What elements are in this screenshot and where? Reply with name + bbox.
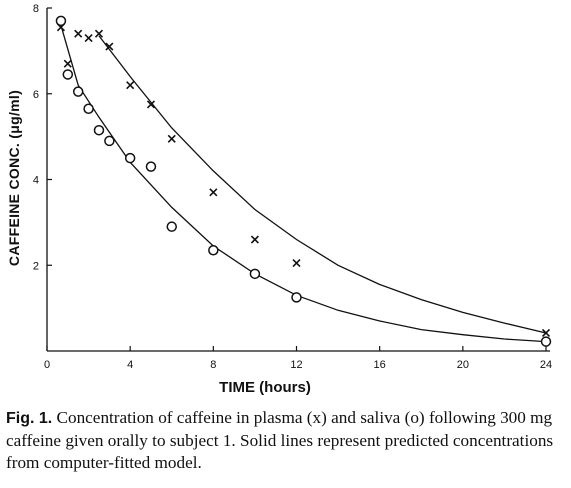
x-tick-label: 24 <box>540 359 552 371</box>
x-tick-label: 12 <box>290 359 302 371</box>
plasma-point <box>541 328 551 338</box>
plasma-point-stroke <box>126 81 135 90</box>
plasma-point <box>167 134 176 143</box>
plasma-point <box>250 235 259 244</box>
saliva-point <box>145 161 157 172</box>
x-axis-label: TIME (hours) <box>219 379 311 396</box>
y-tick-label: 2 <box>33 260 39 272</box>
caption-figure-label: Fig. 1. <box>6 410 53 427</box>
saliva-point <box>540 336 552 347</box>
saliva-point <box>72 86 84 97</box>
saliva-point <box>166 221 177 232</box>
plasma-point <box>94 29 104 38</box>
plasma-point <box>63 59 72 68</box>
fit-line <box>60 25 547 343</box>
plasma-point-stroke <box>167 134 176 143</box>
x-tick-label: 4 <box>127 359 133 371</box>
plasma-point-stroke <box>250 235 259 244</box>
plasma-point <box>74 29 83 38</box>
y-tick-label: 8 <box>33 3 39 15</box>
saliva-point <box>83 103 94 115</box>
fit-lines <box>60 25 547 343</box>
x-tick-label: 20 <box>457 359 469 371</box>
plasma-point <box>84 33 93 43</box>
plasma-point-stroke <box>74 29 83 38</box>
saliva-point <box>62 69 74 80</box>
plasma-point <box>292 259 301 268</box>
plasma-point-stroke <box>541 328 551 338</box>
plasma-point <box>105 42 114 51</box>
plasma-point-stroke <box>292 259 301 268</box>
x-tick-label: 0 <box>44 359 50 371</box>
data-points <box>55 15 552 347</box>
saliva-point <box>208 244 219 256</box>
saliva-point <box>55 15 67 27</box>
x-tick-label: 8 <box>210 359 216 371</box>
saliva-point <box>249 268 261 280</box>
fit-line <box>98 35 547 334</box>
saliva-point <box>104 135 115 147</box>
y-axis-label: CAFFEINE CONC. (μg/ml) <box>6 90 22 266</box>
plasma-point <box>146 100 156 109</box>
x-tick-label: 16 <box>374 359 386 371</box>
caption-text: Concentration of caffeine in plasma (x) … <box>6 408 554 472</box>
saliva-point <box>291 292 302 303</box>
y-tick-label: 4 <box>33 175 39 187</box>
plasma-point-stroke <box>209 188 218 197</box>
plasma-point <box>209 188 218 197</box>
plasma-point <box>126 81 135 90</box>
saliva-point <box>93 124 105 136</box>
plasma-point-stroke <box>84 33 93 43</box>
plasma-point-stroke <box>63 59 72 68</box>
y-tick-label: 6 <box>33 89 39 101</box>
plasma-point-stroke <box>105 42 114 51</box>
plasma-point-stroke <box>94 29 104 38</box>
plasma-point-stroke <box>146 100 156 109</box>
figure-caption: Fig. 1. Concentration of caffeine in pla… <box>6 407 566 474</box>
saliva-point <box>124 152 136 164</box>
